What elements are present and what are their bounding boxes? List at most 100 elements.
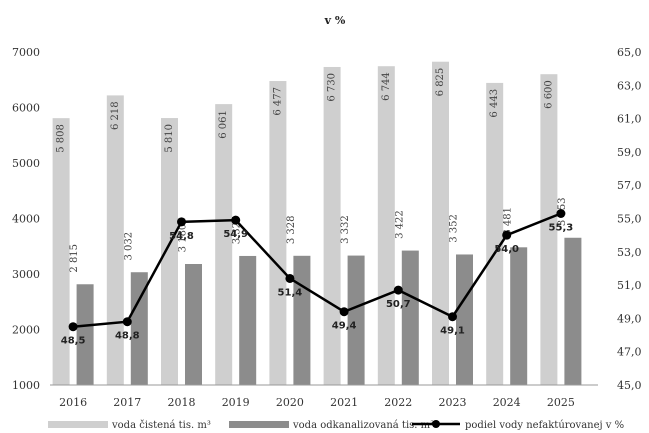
line-marker <box>68 322 78 332</box>
bar-cleaned-label: 6 825 <box>435 68 446 97</box>
right-tick-label: 61,0 <box>617 113 642 126</box>
bar-cleaned <box>106 95 124 385</box>
line-marker <box>393 285 403 295</box>
line-value-label: 48,8 <box>115 331 140 342</box>
left-tick-label: 7000 <box>12 46 40 59</box>
x-tick-label: 2020 <box>276 396 304 409</box>
right-tick-label: 63,0 <box>617 79 642 92</box>
bar-sewage-label: 3 332 <box>340 215 351 244</box>
legend-line-marker <box>432 420 440 428</box>
bar-cleaned-label: 6 744 <box>381 72 392 101</box>
bar-cleaned <box>486 82 504 385</box>
bar-cleaned-label: 5 810 <box>164 124 175 153</box>
legend-swatch-cleaned <box>48 421 108 428</box>
x-tick-label: 2023 <box>439 396 467 409</box>
bar-cleaned <box>161 118 178 386</box>
bar-sewage <box>76 284 94 385</box>
x-tick-label: 2024 <box>493 396 521 409</box>
bar-cleaned <box>377 66 395 385</box>
x-tick-label: 2021 <box>330 396 358 409</box>
bar-cleaned <box>540 74 558 385</box>
bar-sewage <box>456 254 473 385</box>
left-tick-label: 2000 <box>12 324 40 337</box>
bar-sewage-label: 3 328 <box>286 215 297 244</box>
right-tick-label: 51,0 <box>617 279 642 292</box>
bar-sewage <box>185 264 202 385</box>
legend-label-sewage: voda odkanalizovaná tis. m³ <box>292 420 434 431</box>
x-tick-label: 2022 <box>384 396 412 409</box>
line-value-label: 48,5 <box>61 336 86 347</box>
bar-cleaned-label: 6 218 <box>110 101 121 130</box>
bar-sewage-label: 2 815 <box>69 244 80 273</box>
line-value-label: 55,3 <box>549 223 574 234</box>
x-tick-label: 2017 <box>113 396 141 409</box>
x-tick-label: 2016 <box>59 396 87 409</box>
x-tick-label: 2025 <box>547 396 575 409</box>
line-value-label: 54,8 <box>169 231 194 242</box>
legend-label-cleaned: voda čistená tis. m³ <box>111 420 211 431</box>
bar-cleaned <box>269 81 287 386</box>
line-marker <box>502 230 512 240</box>
bar-cleaned-label: 6 061 <box>218 110 229 139</box>
bar-cleaned <box>323 66 341 386</box>
right-tick-label: 45,0 <box>617 379 642 392</box>
bar-sewage <box>401 250 419 385</box>
left-tick-label: 3000 <box>12 268 40 281</box>
bar-sewage-label: 3 352 <box>449 214 460 243</box>
bar-sewage-label: 3 032 <box>123 232 134 261</box>
line-value-label: 54,0 <box>494 244 519 255</box>
legend-swatch-sewage <box>229 421 289 428</box>
right-axis-ticks: 45,0 47,0 49,0 51,0 53,0 55,0 57,0 59,0 61,0 63,0… <box>617 46 642 392</box>
bar-sewage-label: 3 325 <box>232 216 243 245</box>
left-tick-label: 6000 <box>12 102 40 115</box>
right-axis-unit: v % <box>324 14 346 27</box>
bar-sewage <box>564 237 582 385</box>
line-marker <box>231 215 241 225</box>
x-tick-label: 2019 <box>222 396 250 409</box>
right-tick-label: 57,0 <box>617 179 642 192</box>
line-marker <box>177 217 186 227</box>
bar-sewage-label: 3 180 <box>178 224 189 253</box>
bar-sewage-label: 3 422 <box>394 210 405 239</box>
line-series: 48,5 48,8 54,8 54,9 51,4 49,4 50,7 49,1 54,0 55,3 <box>61 209 574 347</box>
left-tick-label: 4000 <box>12 213 40 226</box>
bar-sewage-label: 3 481 <box>503 207 514 236</box>
line-value-label: 49,1 <box>440 326 465 337</box>
bar-sewage <box>239 255 257 385</box>
legend-label-line: podiel vody nefaktúrovanej v % <box>465 420 624 431</box>
line-path <box>72 212 562 328</box>
bar-cleaned-label: 6 477 <box>272 87 283 116</box>
right-tick-label: 49,0 <box>617 312 642 325</box>
left-axis-ticks: 1000 2000 3000 4000 5000 6000 7000 <box>12 46 40 392</box>
bar-sewage <box>293 255 311 385</box>
bar-cleaned-label: 6 600 <box>543 80 554 109</box>
line-value-label: 49,4 <box>332 321 357 332</box>
bar-cleaned-label: 5 808 <box>56 124 67 153</box>
bar-cleaned-label: 6 730 <box>327 73 338 102</box>
bar-sewage <box>510 247 528 385</box>
line-marker <box>339 307 349 317</box>
line-value-label: 51,4 <box>278 287 303 298</box>
x-axis-categories: 2016 2017 2018 2019 2020 2021 2022 2023 2024 2025 <box>59 396 575 409</box>
right-tick-label: 65,0 <box>617 46 642 59</box>
line-marker <box>448 312 457 322</box>
x-tick-label: 2018 <box>168 396 196 409</box>
line-marker <box>285 273 295 283</box>
bar-cleaned <box>52 118 70 385</box>
right-tick-label: 47,0 <box>617 346 642 359</box>
right-tick-label: 59,0 <box>617 146 642 159</box>
bar-cleaned <box>432 61 449 386</box>
left-tick-label: 1000 <box>12 379 40 392</box>
left-tick-label: 5000 <box>12 157 40 170</box>
bar-cleaned <box>215 104 233 385</box>
bar-sewage <box>347 255 365 385</box>
bar-sewage <box>130 272 148 385</box>
line-value-label: 54,9 <box>223 229 248 240</box>
bar-cleaned-label: 6 443 <box>489 89 500 118</box>
line-value-label: 50,7 <box>386 299 411 310</box>
bars: 5 808 2 815 6 218 3 032 5 810 3 180 6 061 3 325… <box>52 61 582 386</box>
line-marker <box>122 317 132 327</box>
right-tick-label: 53,0 <box>617 246 642 259</box>
line-marker <box>556 209 566 219</box>
